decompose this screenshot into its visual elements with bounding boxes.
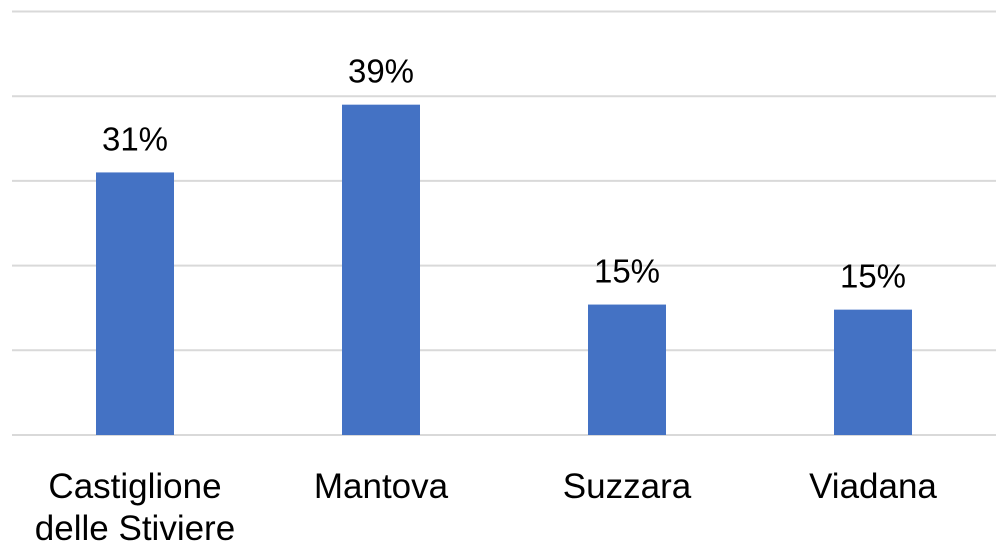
data-label: 15%	[840, 258, 906, 295]
x-tick-label: Suzzara	[562, 467, 692, 506]
bar	[96, 172, 174, 435]
x-tick-label: Mantova	[313, 467, 449, 506]
x-tick-label: Castiglione delle Stiviere	[34, 467, 236, 548]
data-label: 39%	[348, 53, 414, 90]
bar	[588, 304, 666, 435]
x-tick-label: Viadana	[809, 467, 937, 506]
bar	[342, 104, 420, 436]
data-label: 15%	[594, 253, 660, 290]
bar	[834, 309, 912, 435]
data-label: 31%	[102, 120, 168, 157]
